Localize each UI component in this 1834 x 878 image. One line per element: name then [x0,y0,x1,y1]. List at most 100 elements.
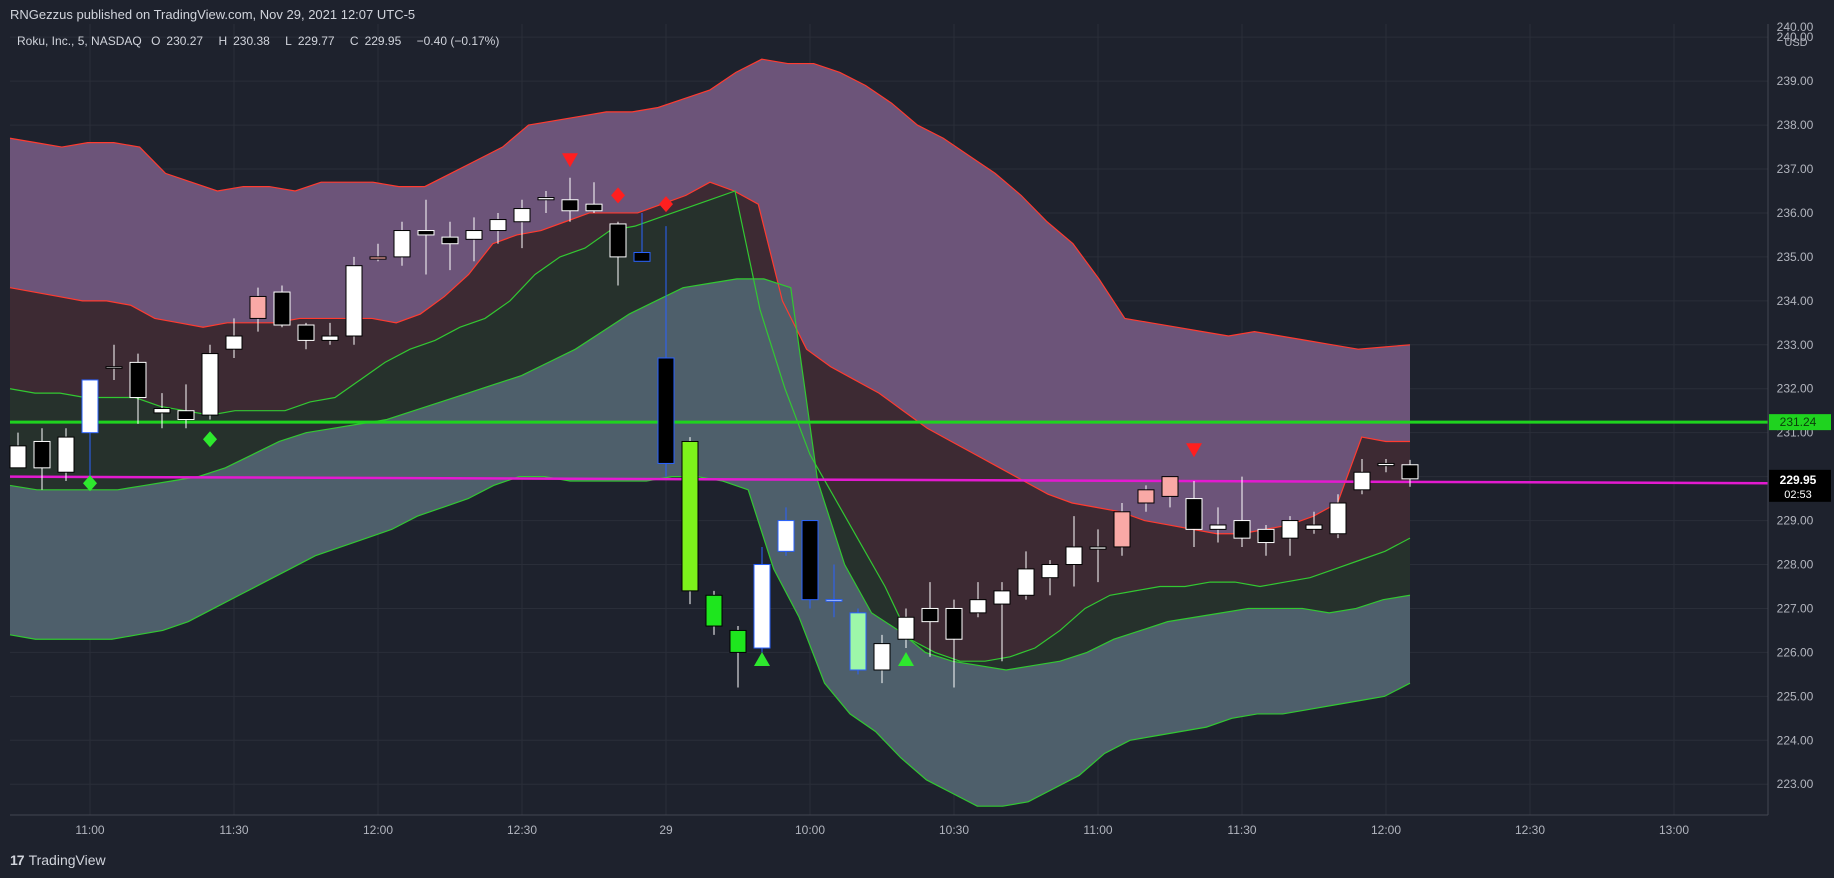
open-value: 230.27 [166,34,204,48]
candle [33,428,51,490]
time-tick-label: 10:30 [939,823,969,837]
candle [513,199,531,249]
candle [705,590,723,635]
candle-body [945,607,963,640]
candle-body [81,379,99,434]
candle-body [753,564,771,649]
candle-body [105,366,123,369]
candle [921,582,939,657]
price-tick-label: 226.00 [1777,645,1814,659]
candle-body [825,599,843,602]
candle [585,182,603,213]
signal-marker-tri-down [1186,443,1202,458]
candle [729,626,747,688]
candle [417,199,435,275]
price-tick-label: 225.00 [1777,689,1814,703]
candle [465,217,483,262]
candle-body [513,208,531,223]
candle [753,546,771,653]
candle-body [345,265,363,337]
candle [1041,560,1059,596]
price-tick-label: 228.00 [1777,558,1814,572]
candle-body [369,256,387,260]
bar-countdown: 02:53 [1784,489,1812,501]
candle-body [993,590,1011,605]
candle [9,432,27,469]
candle-body [129,361,147,399]
candle-body [249,295,267,319]
support-price-badge [1769,414,1831,431]
candle [633,212,651,262]
candle-body [153,408,171,414]
candle [489,212,507,244]
upper-mid-fill [10,182,1410,662]
time-tick-label: 11:00 [1083,823,1112,837]
candle-body [1329,502,1347,535]
candle-body [1065,546,1083,566]
price-chart[interactable]: 223.00 224.00 225.00 226.00 227.00 228.00 229.… [0,0,1834,846]
signal-marker-diamond [83,475,97,492]
time-tick-label: 11:30 [219,823,248,837]
price-tick-label: 233.00 [1777,338,1814,352]
candle-body [1209,524,1227,530]
candle [201,344,219,420]
price-tick-label: 238.00 [1777,118,1814,132]
candle-body [657,357,675,464]
signal-marker-diamond [659,196,673,213]
lower-inner-line [9,278,1411,671]
close-label: C [349,34,359,48]
candle [1257,524,1275,556]
candle-body [1257,528,1275,544]
candle [969,582,987,618]
price-tick-label: 236.00 [1777,206,1814,220]
candle-body [417,230,435,236]
candle [1281,516,1299,556]
candle [273,285,291,328]
candle-body [633,252,651,262]
low-value: 229.77 [297,34,335,48]
time-tick-label: 13:00 [1659,823,1689,837]
candle [1209,507,1227,543]
candle-body [33,440,51,469]
candle-body [1281,520,1299,539]
upper-band-fill [10,59,1410,534]
price-tick-label: 223.00 [1777,777,1814,791]
candle-body [9,445,27,469]
candle [1353,459,1371,495]
upper-inner-line [9,181,1410,535]
candle-body [921,607,939,623]
candle [249,287,267,332]
candle [177,384,195,429]
candle [1377,459,1395,473]
candle-body [873,643,891,671]
time-tick-label: 11:00 [75,823,104,837]
candle [57,428,75,482]
candle [369,243,387,262]
candle [1329,494,1347,539]
close-value: 229.95 [364,34,402,48]
candle [1161,476,1179,508]
footer-brand: 17 TradingView [10,852,106,868]
candle-body [1353,471,1371,491]
price-tick-label: 227.00 [1777,601,1814,615]
time-tick-label: 10:00 [795,823,825,837]
candle [297,322,315,350]
candle-body [705,594,723,627]
candle [537,190,555,213]
candle [1113,502,1131,556]
candle [393,221,411,266]
candle-body [201,353,219,416]
brand-name: TradingView [28,852,106,868]
currency-label: USD [1784,37,1807,49]
candle [1089,529,1107,583]
candle [1017,551,1035,600]
price-tick-label: 237.00 [1777,162,1814,176]
time-tick-label: 29 [659,823,673,837]
candle-body [297,324,315,341]
lower-band-fill [10,278,1410,807]
candle [81,379,99,477]
candle [153,393,171,429]
candle-body [1401,464,1419,480]
candle-body [1305,524,1323,530]
